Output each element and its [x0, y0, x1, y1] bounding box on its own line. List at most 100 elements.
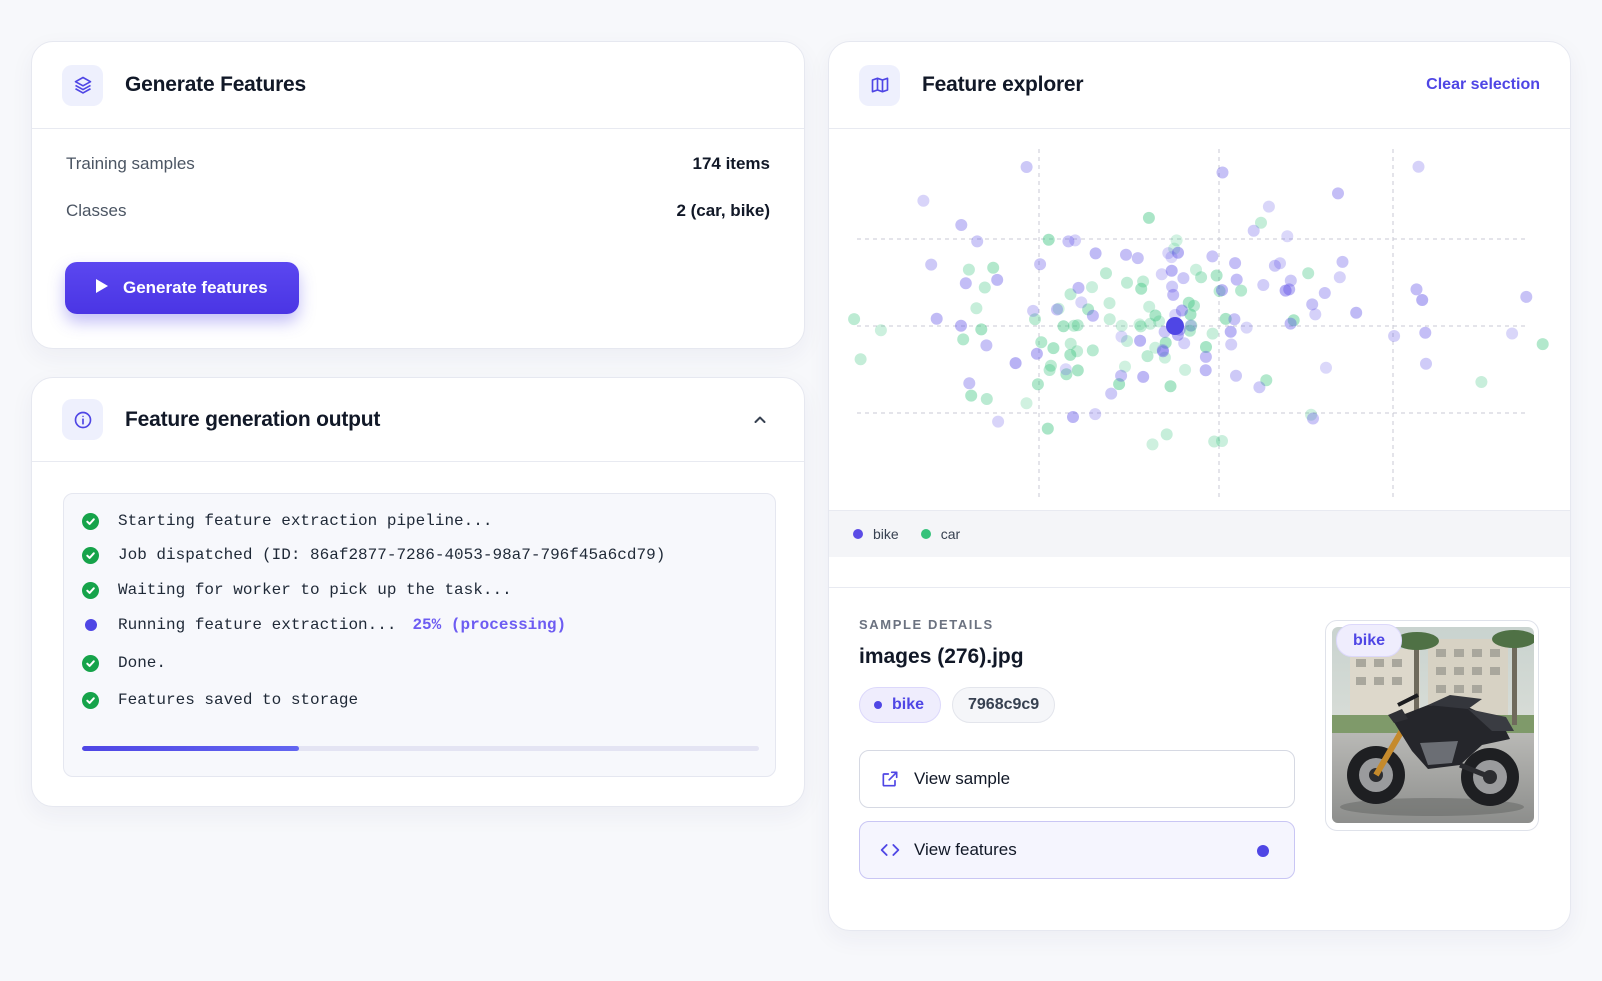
scatter-point[interactable] [1155, 268, 1168, 281]
scatter-point[interactable] [1071, 319, 1084, 332]
scatter-point[interactable] [1144, 317, 1157, 330]
scatter-point[interactable] [959, 277, 972, 290]
scatter-point[interactable] [1089, 247, 1102, 260]
scatter-point[interactable] [1020, 397, 1033, 410]
scatter-point[interactable] [1121, 335, 1133, 347]
scatter-point[interactable] [1052, 302, 1065, 315]
scatter-point[interactable] [1064, 288, 1077, 301]
scatter-point[interactable] [1216, 166, 1229, 179]
scatter-point[interactable] [1119, 360, 1131, 373]
scatter-point[interactable] [1230, 273, 1243, 286]
scatter-point[interactable] [1060, 368, 1073, 381]
scatter-point[interactable] [1160, 428, 1173, 441]
scatter-point[interactable] [1216, 284, 1228, 297]
scatter-point[interactable] [1229, 257, 1242, 270]
scatter-point[interactable] [1336, 255, 1349, 268]
scatter-point[interactable] [975, 323, 988, 336]
scatter-point[interactable] [970, 302, 983, 315]
scatter-point[interactable] [1206, 327, 1219, 340]
feature-scatter-plot[interactable] [829, 129, 1571, 510]
scatter-point[interactable] [1156, 344, 1169, 356]
scatter-point[interactable] [1235, 284, 1248, 297]
scatter-point[interactable] [1260, 374, 1273, 387]
scatter-point[interactable] [1412, 160, 1425, 173]
scatter-point[interactable] [1064, 337, 1077, 350]
scatter-point[interactable] [1228, 313, 1241, 326]
scatter-point[interactable] [1253, 381, 1266, 394]
scatter-point[interactable] [1064, 348, 1077, 361]
scatter-point[interactable] [917, 194, 930, 207]
scatter-point[interactable] [1302, 267, 1315, 280]
scatter-point[interactable] [1216, 435, 1228, 447]
scatter-point[interactable] [1208, 435, 1221, 448]
scatter-point[interactable] [1190, 263, 1202, 276]
scatter-point[interactable] [1164, 380, 1177, 393]
scatter-point[interactable] [1146, 438, 1159, 451]
scatter-point[interactable] [1115, 369, 1128, 382]
scatter-point[interactable] [1067, 411, 1079, 423]
scatter-point[interactable] [1206, 250, 1219, 263]
scatter-point[interactable] [1043, 364, 1056, 376]
sample-thumbnail[interactable]: bike [1325, 620, 1539, 831]
scatter-point[interactable] [1141, 350, 1154, 363]
scatter-point[interactable] [1306, 298, 1319, 311]
scatter-point[interactable] [1195, 271, 1208, 284]
scatter-point[interactable] [848, 313, 861, 326]
scatter-point[interactable] [1059, 363, 1072, 376]
scatter-point[interactable] [962, 263, 975, 276]
scatter-point[interactable] [1158, 351, 1171, 364]
scatter-point[interactable] [980, 393, 993, 405]
scatter-point[interactable] [1103, 297, 1116, 310]
scatter-point[interactable] [925, 258, 938, 271]
collapse-button[interactable] [746, 406, 774, 434]
scatter-point[interactable] [987, 261, 1000, 274]
scatter-point[interactable] [1105, 387, 1118, 400]
scatter-point[interactable] [1069, 234, 1082, 247]
scatter-point[interactable] [1115, 319, 1128, 332]
scatter-point[interactable] [1100, 267, 1112, 280]
scatter-point[interactable] [1350, 306, 1363, 319]
scatter-point[interactable] [1153, 315, 1166, 328]
scatter-point[interactable] [1133, 318, 1146, 331]
scatter-point[interactable] [1255, 216, 1267, 229]
scatter-point[interactable] [1137, 275, 1150, 288]
scatter-point[interactable] [1072, 281, 1085, 294]
scatter-point[interactable] [1188, 299, 1200, 312]
scatter-point[interactable] [1416, 294, 1429, 306]
scatter-point[interactable] [1082, 303, 1095, 316]
scatter-point[interactable] [1284, 274, 1297, 287]
scatter-point[interactable] [957, 333, 970, 346]
scatter-point[interactable] [1159, 336, 1172, 349]
scatter-point[interactable] [1089, 408, 1102, 421]
scatter-point[interactable] [1057, 320, 1070, 333]
scatter-point[interactable] [1027, 304, 1040, 317]
scatter-point[interactable] [1142, 211, 1155, 224]
scatter-point[interactable] [1157, 345, 1169, 358]
scatter-point[interactable] [1230, 369, 1242, 382]
scatter-point[interactable] [1410, 283, 1423, 296]
scatter-point[interactable] [1307, 412, 1319, 425]
scatter-point[interactable] [1131, 252, 1144, 265]
scatter-point[interactable] [1183, 324, 1196, 337]
scatter-point[interactable] [1086, 309, 1099, 322]
scatter-point[interactable] [1134, 320, 1147, 333]
scatter-point[interactable] [1284, 317, 1297, 330]
scatter-point[interactable] [1210, 269, 1223, 282]
scatter-point[interactable] [1309, 308, 1322, 321]
scatter-point[interactable] [1274, 257, 1286, 270]
scatter-point[interactable] [1137, 370, 1150, 383]
scatter-point[interactable] [1170, 234, 1183, 247]
scatter-point[interactable] [1279, 284, 1292, 297]
scatter-point[interactable] [1257, 279, 1270, 291]
scatter-point[interactable] [874, 324, 887, 337]
scatter-point[interactable] [1135, 282, 1148, 295]
scatter-point[interactable] [1182, 296, 1195, 309]
scatter-point[interactable] [1219, 312, 1232, 325]
scatter-point[interactable] [1120, 248, 1132, 261]
scatter-point[interactable] [1199, 350, 1212, 363]
view-sample-button[interactable]: View sample [859, 750, 1295, 808]
scatter-point[interactable] [1051, 303, 1063, 316]
scatter-point[interactable] [1475, 376, 1488, 388]
scatter-point[interactable] [1184, 308, 1197, 321]
scatter-point[interactable] [1247, 224, 1260, 237]
